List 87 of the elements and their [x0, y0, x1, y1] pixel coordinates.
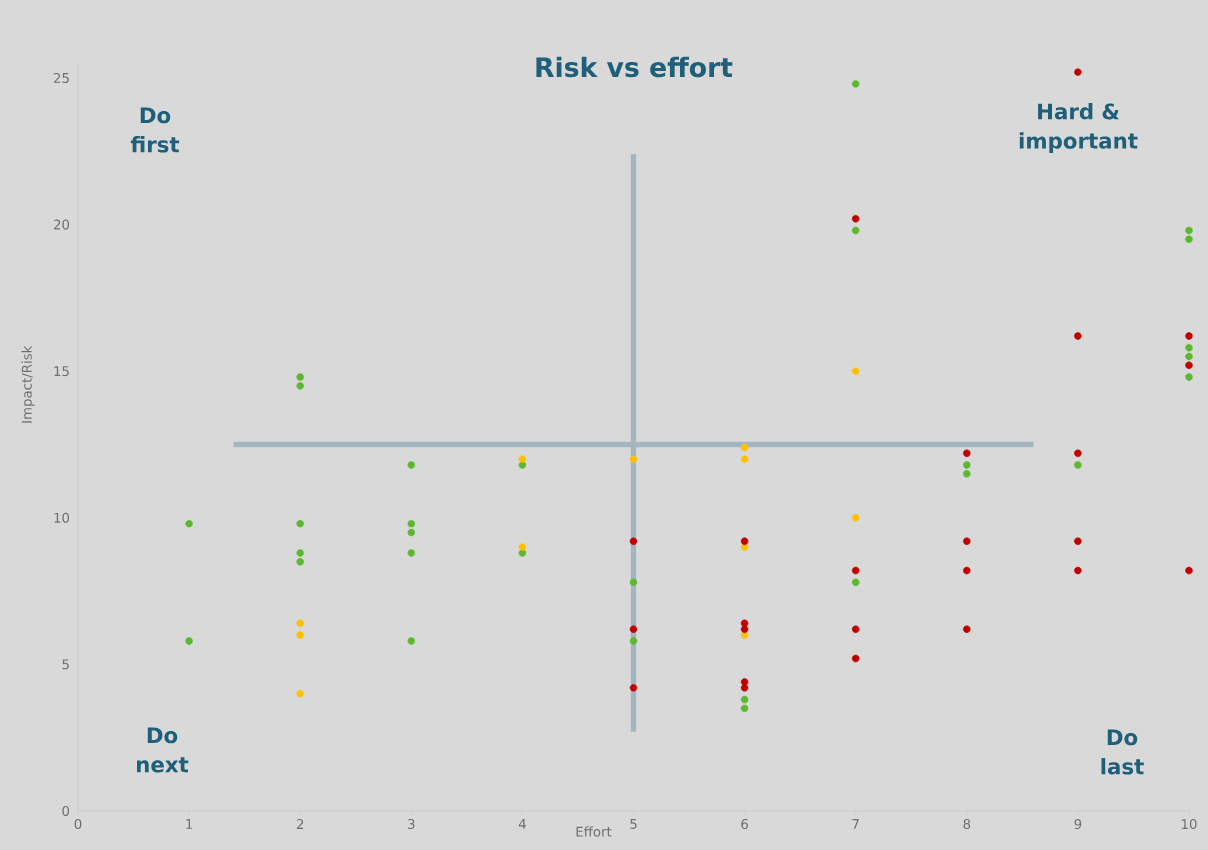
x-tick-label: 9	[1074, 819, 1082, 830]
point	[963, 566, 971, 575]
point	[518, 461, 527, 469]
point	[1185, 373, 1193, 381]
point	[851, 367, 860, 375]
point	[1074, 566, 1082, 575]
point	[1185, 332, 1193, 340]
point	[851, 566, 860, 575]
point	[851, 578, 860, 587]
point	[629, 455, 638, 463]
point	[407, 461, 416, 469]
y-tick-label: 10	[54, 512, 70, 523]
point	[1074, 449, 1082, 458]
point	[407, 528, 416, 537]
point	[407, 549, 416, 557]
point	[629, 537, 638, 545]
x-tick-label: 8	[963, 819, 971, 830]
x-tick-label: 3	[408, 819, 415, 830]
x-tick-label: 7	[852, 819, 859, 829]
point	[740, 631, 749, 639]
point	[963, 625, 971, 633]
x-tick-label: 4	[518, 819, 526, 829]
y-tick-label: 15	[54, 366, 69, 377]
point	[407, 637, 416, 645]
point	[1185, 343, 1193, 352]
point	[296, 558, 304, 566]
point	[740, 678, 749, 686]
point	[407, 519, 416, 528]
x-axis-title: Effort	[576, 826, 612, 837]
point	[740, 704, 749, 713]
point	[1185, 235, 1193, 243]
point	[296, 631, 304, 639]
y-tick-label: 0	[62, 805, 70, 817]
point	[296, 619, 304, 628]
point	[851, 214, 860, 223]
point	[740, 537, 749, 545]
point	[851, 226, 860, 235]
point	[851, 514, 860, 522]
point	[185, 637, 193, 645]
point	[629, 684, 638, 692]
point	[185, 519, 193, 528]
x-tick-label: 2	[296, 819, 304, 829]
annotation: Hard & important	[1019, 103, 1138, 153]
point	[629, 578, 638, 587]
point	[740, 443, 749, 452]
x-tick-label: 6	[741, 819, 749, 830]
y-tick-label: 5	[62, 659, 69, 670]
point	[963, 461, 971, 469]
y-tick-label: 25	[53, 72, 69, 84]
point	[1185, 352, 1193, 361]
point	[296, 382, 304, 390]
point	[1074, 461, 1082, 469]
point	[296, 373, 304, 381]
point	[518, 455, 527, 463]
point	[1185, 226, 1193, 235]
point	[740, 625, 749, 633]
point	[518, 543, 527, 551]
chart-title: Risk vs effort	[536, 56, 733, 78]
point	[963, 537, 971, 545]
annotation: Do first	[130, 107, 180, 153]
y-tick-label: 20	[53, 219, 70, 230]
x-tick-label: 10	[1181, 819, 1197, 830]
point	[1185, 361, 1193, 370]
point	[740, 543, 749, 551]
point	[629, 637, 638, 645]
point	[740, 455, 749, 463]
point	[851, 625, 860, 633]
point	[740, 695, 749, 704]
point	[963, 449, 971, 458]
annotation: Do next	[137, 727, 189, 773]
point	[296, 689, 304, 698]
point	[740, 684, 749, 692]
point	[963, 470, 971, 478]
point	[1074, 68, 1082, 76]
point	[296, 549, 304, 557]
point	[851, 80, 860, 88]
x-tick-label: 5	[630, 819, 637, 829]
point	[1074, 537, 1082, 545]
x-tick-label: 0	[74, 819, 82, 830]
point	[1074, 332, 1082, 340]
point	[296, 519, 304, 528]
x-tick-label: 1	[186, 819, 193, 829]
point	[629, 625, 638, 633]
point	[1185, 566, 1193, 575]
y-axis-title: Impact/Risk	[21, 345, 35, 423]
annotation: Do last	[1101, 729, 1144, 775]
point	[851, 654, 860, 663]
